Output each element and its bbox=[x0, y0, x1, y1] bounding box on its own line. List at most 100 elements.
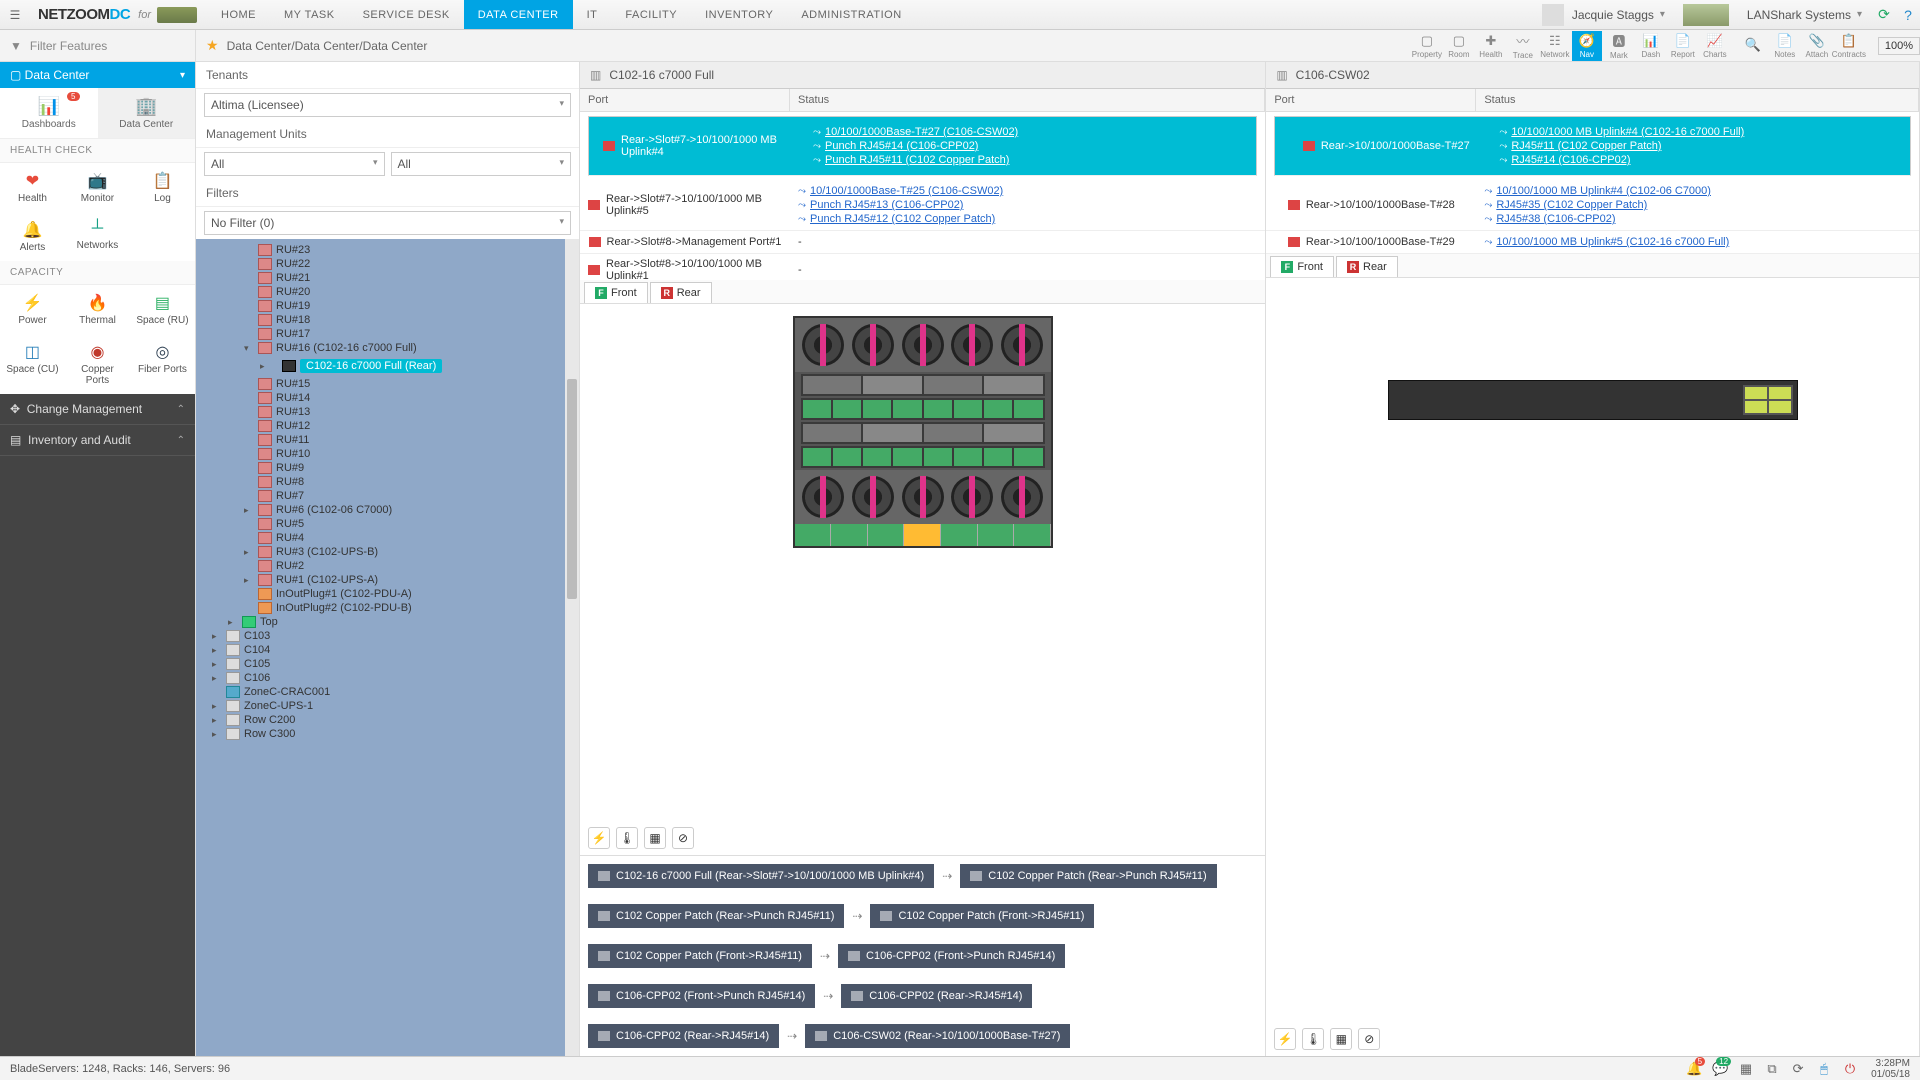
path-chip[interactable]: C102 Copper Patch (Rear->Punch RJ45#11) bbox=[960, 864, 1216, 888]
cell-log[interactable]: 📋Log bbox=[130, 163, 195, 212]
tree-node[interactable]: RU#19 bbox=[196, 299, 579, 313]
sync-icon[interactable]: ⟳ bbox=[1785, 1061, 1811, 1077]
tenant-select[interactable]: Altima (Licensee)▾ bbox=[204, 93, 571, 117]
port-row[interactable]: Rear->Slot#7->10/100/1000 MB Uplink#5⤳10… bbox=[580, 180, 1265, 231]
path-chip[interactable]: C102-16 c7000 Full (Rear->Slot#7->10/100… bbox=[588, 864, 934, 888]
path-chip[interactable]: C102 Copper Patch (Rear->Punch RJ45#11) bbox=[588, 904, 844, 928]
zoom-level[interactable]: 100% bbox=[1878, 37, 1920, 55]
path-chip[interactable]: C106-CPP02 (Rear->RJ45#14) bbox=[588, 1024, 779, 1048]
tree-node[interactable]: RU#20 bbox=[196, 285, 579, 299]
tree-node[interactable]: RU#17 bbox=[196, 327, 579, 341]
nav-tab-my-task[interactable]: MY TASK bbox=[270, 0, 349, 29]
tree-node[interactable]: ▸RU#3 (C102-UPS-B) bbox=[196, 545, 579, 559]
copy-icon[interactable]: ⧉ bbox=[1759, 1061, 1785, 1077]
tree-node[interactable]: RU#18 bbox=[196, 313, 579, 327]
path-chip[interactable]: C102 Copper Patch (Front->RJ45#11) bbox=[870, 904, 1094, 928]
connection-link[interactable]: RJ45#14 (C106-CPP02) bbox=[1511, 154, 1630, 166]
mini-button[interactable]: ⚡ bbox=[1274, 1028, 1296, 1050]
cell-monitor[interactable]: 📺Monitor bbox=[65, 163, 130, 212]
switch-view[interactable]: ⚡ 🌡 ▦ ⊘ bbox=[1266, 278, 1919, 1056]
mini-button[interactable]: ▦ bbox=[644, 827, 666, 849]
connection-link[interactable]: Punch RJ45#14 (C106-CPP02) bbox=[825, 140, 978, 152]
tree-node[interactable]: RU#5 bbox=[196, 517, 579, 531]
tree-node[interactable]: ▸RU#6 (C102-06 C7000) bbox=[196, 503, 579, 517]
port-row[interactable]: Rear->Slot#8->10/100/1000 MB Uplink#1- bbox=[580, 254, 1265, 280]
cell-networks[interactable]: ┴Networks bbox=[65, 212, 130, 261]
cell-fiber-ports[interactable]: ◎Fiber Ports bbox=[130, 334, 195, 394]
tree-node[interactable]: RU#7 bbox=[196, 489, 579, 503]
col-status[interactable]: Status bbox=[790, 89, 1265, 111]
tree-node[interactable]: InOutPlug#2 (C102-PDU-B) bbox=[196, 601, 579, 615]
tree-node[interactable]: ▸RU#1 (C102-UPS-A) bbox=[196, 573, 579, 587]
tree-node[interactable]: ▸C102-16 c7000 Full (Rear) bbox=[196, 355, 579, 377]
tree-node[interactable]: RU#11 bbox=[196, 433, 579, 447]
star-icon[interactable]: ★ bbox=[206, 37, 219, 54]
port-row[interactable]: Rear->Slot#7->10/100/1000 MB Uplink#4⤳10… bbox=[588, 116, 1257, 176]
connection-link[interactable]: 10/100/1000Base-T#27 (C106-CSW02) bbox=[825, 126, 1018, 138]
nav-tab-data-center[interactable]: DATA CENTER bbox=[464, 0, 573, 29]
tree-node[interactable]: RU#22 bbox=[196, 257, 579, 271]
connection-link[interactable]: Punch RJ45#13 (C106-CPP02) bbox=[810, 199, 963, 211]
port-row[interactable]: Rear->10/100/1000Base-T#27⤳10/100/1000 M… bbox=[1274, 116, 1911, 176]
nav-tab-service-desk[interactable]: SERVICE DESK bbox=[349, 0, 464, 29]
tree-node[interactable]: ▸C104 bbox=[196, 643, 579, 657]
notification-bell-icon[interactable]: 🔔5 bbox=[1681, 1061, 1707, 1077]
path-chip[interactable]: C106-CPP02 (Rear->RJ45#14) bbox=[841, 984, 1032, 1008]
mini-button[interactable]: ⊘ bbox=[672, 827, 694, 849]
tree-node[interactable]: ▸C105 bbox=[196, 657, 579, 671]
sidebar-item-change-management[interactable]: ✥ Change Management⌃ bbox=[0, 394, 195, 425]
mini-button[interactable]: ▦ bbox=[1330, 1028, 1352, 1050]
tree-node[interactable]: ▸C103 bbox=[196, 629, 579, 643]
tree-node[interactable]: RU#4 bbox=[196, 531, 579, 545]
nav-tab-home[interactable]: HOME bbox=[207, 0, 270, 29]
mini-button[interactable]: ⊘ bbox=[1358, 1028, 1380, 1050]
scrollbar[interactable] bbox=[565, 239, 579, 1056]
grid-icon[interactable]: ▦ bbox=[1733, 1061, 1759, 1077]
tool-network[interactable]: ☷Network bbox=[1540, 31, 1570, 61]
filter-select[interactable]: No Filter (0)▾ bbox=[204, 211, 571, 235]
tab-front[interactable]: FFront bbox=[584, 282, 648, 303]
connection-link[interactable]: Punch RJ45#11 (C102 Copper Patch) bbox=[825, 154, 1009, 166]
connection-link[interactable]: 10/100/1000 MB Uplink#4 (C102-16 c7000 F… bbox=[1511, 126, 1744, 138]
filter-features-input[interactable]: ▼ Filter Features bbox=[0, 30, 196, 61]
tree-node[interactable]: RU#23 bbox=[196, 243, 579, 257]
tool2-3[interactable]: 📋Contracts bbox=[1834, 31, 1864, 61]
mini-button[interactable]: 🌡 bbox=[1302, 1028, 1324, 1050]
help-icon[interactable]: ? bbox=[1896, 7, 1920, 23]
tree-node[interactable]: RU#21 bbox=[196, 271, 579, 285]
tree-node[interactable]: ▸Row C300 bbox=[196, 727, 579, 741]
user-menu[interactable]: Jacquie Staggs ▾ bbox=[1532, 4, 1675, 26]
chat-icon[interactable]: 💬12 bbox=[1707, 1061, 1733, 1077]
port-row[interactable]: Rear->10/100/1000Base-T#28⤳10/100/1000 M… bbox=[1266, 180, 1919, 231]
col-status[interactable]: Status bbox=[1476, 89, 1919, 111]
tree-node[interactable]: ▾RU#16 (C102-16 c7000 Full) bbox=[196, 341, 579, 355]
tool2-2[interactable]: 📎Attach bbox=[1802, 31, 1832, 61]
tree-node[interactable]: RU#8 bbox=[196, 475, 579, 489]
tool-room[interactable]: ▢Room bbox=[1444, 31, 1474, 61]
tree-node[interactable]: RU#14 bbox=[196, 391, 579, 405]
rack-tree[interactable]: RU#23RU#22RU#21RU#20RU#19RU#18RU#17▾RU#1… bbox=[196, 239, 579, 1056]
tool-dash[interactable]: 📊Dash bbox=[1636, 31, 1666, 61]
tree-node[interactable]: RU#15 bbox=[196, 377, 579, 391]
menu-icon[interactable]: ☰ bbox=[0, 8, 30, 22]
col-port[interactable]: Port bbox=[580, 89, 790, 111]
cell-power[interactable]: ⚡Power bbox=[0, 285, 65, 334]
tool-health[interactable]: ✚Health bbox=[1476, 31, 1506, 61]
path-chip[interactable]: C106-CSW02 (Rear->10/100/1000Base-T#27) bbox=[805, 1024, 1070, 1048]
connection-link[interactable]: RJ45#38 (C106-CPP02) bbox=[1496, 213, 1615, 225]
port-row[interactable]: Rear->Slot#8->Management Port#1- bbox=[580, 231, 1265, 254]
chassis-view[interactable]: ⚡🌡▦⊘ bbox=[580, 304, 1265, 855]
connection-link[interactable]: RJ45#11 (C102 Copper Patch) bbox=[1511, 140, 1661, 152]
sidebar-tile-dashboards[interactable]: 📊Dashboards5 bbox=[0, 88, 98, 138]
nav-tab-inventory[interactable]: INVENTORY bbox=[691, 0, 787, 29]
refresh-icon[interactable]: ⟳ bbox=[1872, 6, 1896, 23]
connection-link[interactable]: 10/100/1000Base-T#25 (C106-CSW02) bbox=[810, 185, 1003, 197]
tool-property[interactable]: ▢Property bbox=[1412, 31, 1442, 61]
scroll-thumb[interactable] bbox=[567, 379, 577, 599]
connection-link[interactable]: 10/100/1000 MB Uplink#5 (C102-16 c7000 F… bbox=[1496, 236, 1729, 248]
cell-health[interactable]: ❤Health bbox=[0, 163, 65, 212]
tool-charts[interactable]: 📈Charts bbox=[1700, 31, 1730, 61]
cell-space-ru-[interactable]: ▤Space (RU) bbox=[130, 285, 195, 334]
power-icon[interactable]: ⏻ bbox=[1837, 1061, 1863, 1077]
tool-nav[interactable]: 🧭Nav bbox=[1572, 31, 1602, 61]
